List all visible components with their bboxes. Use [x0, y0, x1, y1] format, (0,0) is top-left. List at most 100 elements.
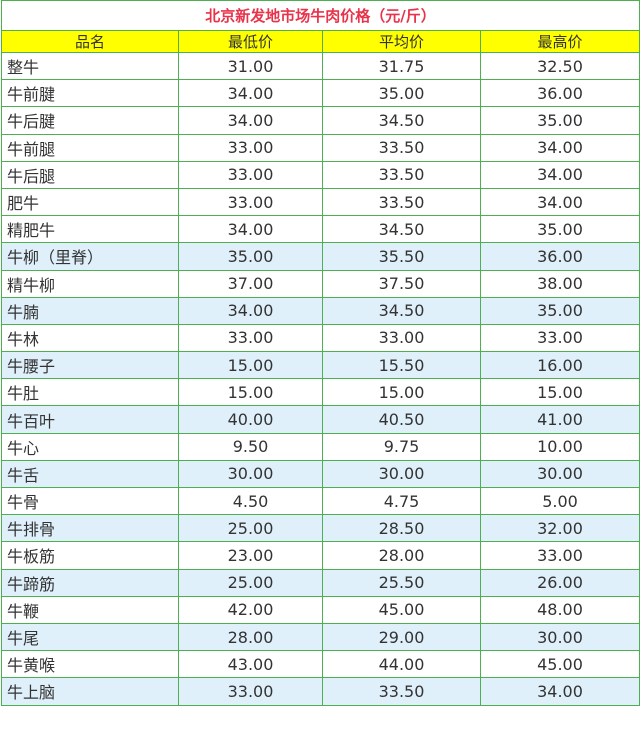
cell-avg-price: 33.50 [322, 160, 481, 189]
cell-avg-price: 33.50 [322, 187, 481, 217]
cell-min-price: 34.00 [178, 79, 323, 108]
column-header-max: 最高价 [479, 30, 640, 53]
table-row: 整牛 31.00 31.75 32.50 [1, 51, 640, 81]
cell-name: 牛蹄筋 [1, 568, 179, 597]
cell-min-price: 35.00 [178, 242, 323, 271]
column-header-min: 最低价 [178, 30, 323, 53]
cell-max-price: 36.00 [479, 79, 640, 108]
cell-name: 整牛 [1, 51, 179, 81]
cell-name: 牛上脑 [1, 677, 179, 706]
cell-avg-price: 33.50 [322, 133, 481, 162]
cell-min-price: 28.00 [178, 622, 323, 652]
table-row: 肥牛 33.00 33.50 34.00 [1, 187, 640, 217]
cell-max-price: 38.00 [479, 269, 640, 298]
cell-max-price: 35.00 [479, 106, 640, 135]
table-row: 牛后腿 33.00 33.50 34.00 [1, 160, 640, 189]
cell-name: 牛腰子 [1, 351, 179, 380]
cell-name: 牛前腱 [1, 79, 179, 108]
table-row: 牛蹄筋 25.00 25.50 26.00 [1, 568, 640, 597]
cell-name: 牛板筋 [1, 541, 179, 570]
cell-max-price: 34.00 [479, 160, 640, 189]
cell-max-price: 30.00 [479, 622, 640, 652]
table-row: 牛腩 34.00 34.50 35.00 [1, 296, 640, 325]
table-row: 牛前腿 33.00 33.50 34.00 [1, 133, 640, 162]
column-header-avg: 平均价 [322, 30, 481, 53]
cell-name: 牛骨 [1, 486, 179, 516]
table-row: 牛板筋 23.00 28.00 33.00 [1, 541, 640, 570]
cell-avg-price: 44.00 [322, 650, 481, 679]
cell-avg-price: 28.50 [322, 514, 481, 543]
cell-name: 精牛柳 [1, 269, 179, 298]
cell-min-price: 23.00 [178, 541, 323, 570]
cell-min-price: 30.00 [178, 459, 323, 489]
cell-min-price: 31.00 [178, 51, 323, 81]
table-row: 牛百叶 40.00 40.50 41.00 [1, 405, 640, 434]
cell-min-price: 33.00 [178, 160, 323, 189]
cell-min-price: 33.00 [178, 323, 323, 353]
cell-min-price: 33.00 [178, 187, 323, 217]
cell-avg-price: 9.75 [322, 432, 481, 461]
cell-min-price: 34.00 [178, 215, 323, 244]
cell-max-price: 32.50 [479, 51, 640, 81]
table-title: 北京新发地市场牛肉价格（元/斤） [0, 0, 640, 31]
cell-name: 牛腩 [1, 296, 179, 325]
cell-name: 牛尾 [1, 622, 179, 652]
cell-name: 牛肚 [1, 378, 179, 407]
cell-name: 牛黄喉 [1, 650, 179, 679]
cell-min-price: 37.00 [178, 269, 323, 298]
cell-max-price: 41.00 [479, 405, 640, 434]
column-header-name: 品名 [1, 30, 179, 53]
title-row: 北京新发地市场牛肉价格（元/斤） [0, 0, 640, 31]
cell-avg-price: 28.00 [322, 541, 481, 570]
cell-max-price: 35.00 [479, 296, 640, 325]
cell-max-price: 10.00 [479, 432, 640, 461]
cell-avg-price: 34.50 [322, 215, 481, 244]
cell-name: 牛林 [1, 323, 179, 353]
table-row: 精牛柳 37.00 37.50 38.00 [1, 269, 640, 298]
cell-name: 牛后腱 [1, 106, 179, 135]
cell-avg-price: 15.00 [322, 378, 481, 407]
cell-min-price: 34.00 [178, 296, 323, 325]
cell-max-price: 33.00 [479, 541, 640, 570]
cell-avg-price: 34.50 [322, 296, 481, 325]
cell-min-price: 9.50 [178, 432, 323, 461]
cell-max-price: 48.00 [479, 595, 640, 624]
table-row: 牛黄喉 43.00 44.00 45.00 [1, 650, 640, 679]
cell-avg-price: 31.75 [322, 51, 481, 81]
cell-min-price: 33.00 [178, 677, 323, 706]
cell-avg-price: 33.50 [322, 677, 481, 706]
cell-name: 牛后腿 [1, 160, 179, 189]
table-row: 牛排骨 25.00 28.50 32.00 [1, 514, 640, 543]
table-row: 牛上脑 33.00 33.50 34.00 [1, 677, 640, 706]
cell-avg-price: 30.00 [322, 459, 481, 489]
cell-max-price: 26.00 [479, 568, 640, 597]
table-row: 牛舌 30.00 30.00 30.00 [1, 459, 640, 489]
cell-max-price: 34.00 [479, 133, 640, 162]
cell-max-price: 5.00 [479, 486, 640, 516]
cell-max-price: 35.00 [479, 215, 640, 244]
cell-avg-price: 35.50 [322, 242, 481, 271]
cell-min-price: 4.50 [178, 486, 323, 516]
cell-name: 牛柳（里脊） [1, 242, 179, 271]
cell-avg-price: 34.50 [322, 106, 481, 135]
header-row: 品名 最低价 平均价 最高价 [1, 30, 640, 53]
cell-min-price: 42.00 [178, 595, 323, 624]
cell-max-price: 32.00 [479, 514, 640, 543]
cell-max-price: 16.00 [479, 351, 640, 380]
table-row: 牛柳（里脊） 35.00 35.50 36.00 [1, 242, 640, 271]
cell-max-price: 30.00 [479, 459, 640, 489]
table-row: 牛骨 4.50 4.75 5.00 [1, 486, 640, 516]
price-table: 北京新发地市场牛肉价格（元/斤） 品名 最低价 平均价 最高价 整牛 31.00 3… [0, 0, 640, 706]
cell-name: 牛心 [1, 432, 179, 461]
cell-max-price: 36.00 [479, 242, 640, 271]
cell-avg-price: 35.00 [322, 79, 481, 108]
cell-min-price: 34.00 [178, 106, 323, 135]
cell-name: 精肥牛 [1, 215, 179, 244]
cell-avg-price: 25.50 [322, 568, 481, 597]
cell-avg-price: 33.00 [322, 323, 481, 353]
cell-min-price: 25.00 [178, 568, 323, 597]
table-row: 牛心 9.50 9.75 10.00 [1, 432, 640, 461]
cell-min-price: 25.00 [178, 514, 323, 543]
table-row: 精肥牛 34.00 34.50 35.00 [1, 215, 640, 244]
cell-max-price: 34.00 [479, 677, 640, 706]
